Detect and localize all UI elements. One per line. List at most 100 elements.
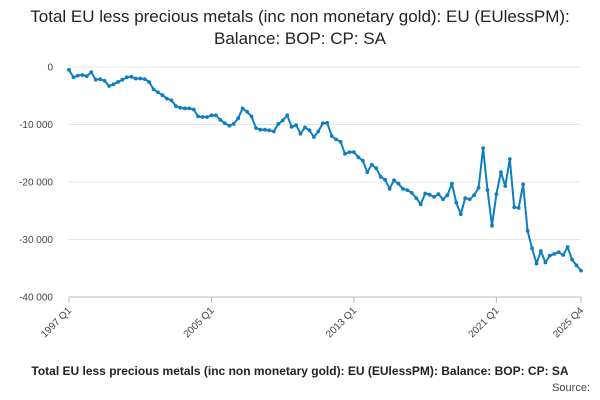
data-point <box>129 74 134 79</box>
data-point <box>214 113 218 118</box>
data-point <box>543 260 548 265</box>
data-point <box>160 93 165 98</box>
data-point <box>320 121 325 126</box>
data-point <box>552 252 557 256</box>
data-point <box>76 73 80 78</box>
data-point <box>218 118 223 122</box>
data-point <box>396 181 401 186</box>
data-point <box>254 126 258 130</box>
source-label: Source: <box>552 382 590 394</box>
data-point <box>338 139 343 144</box>
x-tick-label: 2005 Q1 <box>182 305 217 340</box>
data-point <box>436 192 441 197</box>
data-point <box>312 135 316 140</box>
y-tick-label: -20 000 <box>19 178 53 189</box>
data-point <box>374 166 379 171</box>
data-point <box>352 150 356 155</box>
data-point <box>579 268 583 273</box>
data-point <box>258 127 263 132</box>
data-point <box>405 188 410 193</box>
data-point <box>547 253 552 258</box>
data-point <box>329 134 334 138</box>
data-point <box>387 187 392 191</box>
x-axis: 1997 Q1 2005 Q1 2013 Q1 2021 Q1 2025 Q4 <box>39 296 586 340</box>
data-point <box>458 212 463 217</box>
data-point <box>472 193 476 198</box>
data-point <box>507 157 512 161</box>
data-point <box>454 200 459 205</box>
data-point <box>84 74 89 79</box>
data-point <box>120 77 125 82</box>
data-point <box>151 87 156 92</box>
data-point <box>93 77 98 82</box>
data-point <box>499 170 503 175</box>
data-point <box>539 249 543 253</box>
data-point <box>409 191 414 195</box>
data-point <box>365 170 370 175</box>
data-point <box>307 128 312 133</box>
data-point <box>334 137 338 142</box>
data-point <box>427 192 432 197</box>
data-point <box>303 125 307 130</box>
x-tick-label: 2025 Q4 <box>551 305 586 340</box>
data-point <box>116 80 120 84</box>
x-tick-label: 2021 Q1 <box>467 305 502 340</box>
data-point <box>200 115 205 119</box>
data-point <box>236 116 241 121</box>
data-point <box>392 178 396 183</box>
data-point <box>450 181 454 186</box>
data-point <box>111 82 116 87</box>
data-point <box>445 193 450 198</box>
data-point <box>463 196 468 201</box>
data-point <box>89 70 94 75</box>
plot-area <box>67 68 583 273</box>
data-point <box>71 75 76 80</box>
data-point <box>481 146 485 151</box>
data-point <box>102 78 107 83</box>
data-point <box>138 76 143 81</box>
data-point <box>133 76 138 81</box>
y-tick-label: -30 000 <box>19 235 53 246</box>
legend-series-label: Total EU less precious metals (inc non m… <box>31 364 569 378</box>
data-point <box>343 151 347 156</box>
data-point <box>271 129 276 134</box>
data-point <box>147 80 152 84</box>
data-point <box>565 245 570 249</box>
data-point <box>356 155 361 160</box>
data-point <box>231 122 236 126</box>
data-point <box>570 257 574 262</box>
y-tick-label: -40 000 <box>19 293 53 304</box>
data-point <box>227 123 232 128</box>
data-point <box>169 98 174 103</box>
data-point <box>289 124 294 129</box>
data-point <box>80 73 85 77</box>
data-point <box>98 77 103 81</box>
data-point <box>125 75 129 80</box>
data-point <box>360 158 365 163</box>
data-point <box>165 96 169 101</box>
data-point <box>490 223 494 228</box>
data-point <box>245 109 250 114</box>
data-point <box>401 187 405 191</box>
data-point <box>156 90 160 95</box>
x-tick-label: 1997 Q1 <box>39 305 74 340</box>
data-point <box>222 121 227 126</box>
data-point <box>67 68 71 72</box>
chart-title: Total EU less precious metals (inc non m… <box>30 7 570 48</box>
data-point <box>182 106 187 111</box>
data-point <box>512 205 517 210</box>
data-point <box>205 115 209 119</box>
data-point <box>347 150 352 155</box>
data-point <box>369 162 374 167</box>
series-line <box>68 69 582 272</box>
y-axis: 0 -10 000 -20 000 -30 000 -40 000 <box>19 63 53 304</box>
data-point <box>525 229 530 233</box>
data-point <box>516 206 521 210</box>
data-point <box>494 192 499 197</box>
data-point <box>378 174 383 179</box>
data-point <box>441 197 445 202</box>
data-point <box>142 77 147 81</box>
data-point <box>285 113 290 118</box>
data-point <box>503 184 508 188</box>
